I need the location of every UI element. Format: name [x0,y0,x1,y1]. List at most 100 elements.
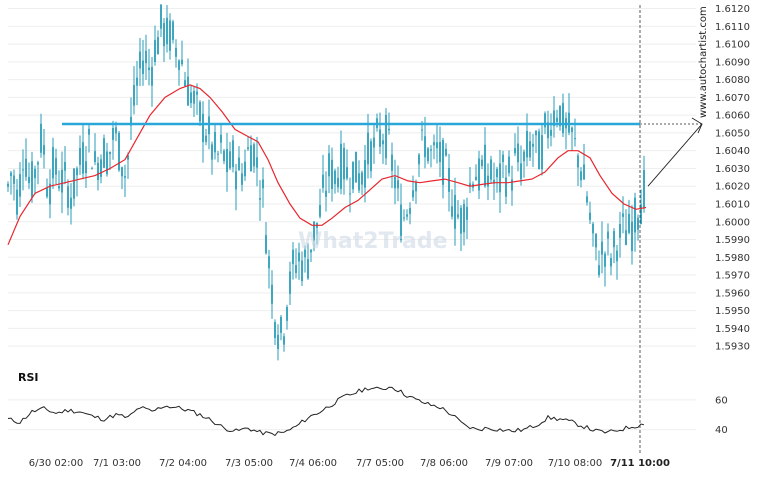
candle-body [151,66,153,86]
candle-body [553,110,555,127]
candle-body [286,306,288,321]
candle-body [433,142,435,146]
candle-body [103,138,105,168]
grid [8,8,696,347]
candle-body [223,150,225,162]
candle-body [493,179,495,184]
price-candles [7,4,645,361]
candle-body [613,231,615,248]
candle-body [436,142,438,149]
candle-body [118,132,120,171]
candle-body [133,85,135,106]
candle-body [172,21,174,40]
candle-body [70,197,72,209]
x-tick-label: 7/1 03:00 [93,458,141,469]
candle-body [94,151,96,163]
candle-body [490,159,492,180]
candle-body [148,67,150,70]
candle-body [514,148,516,154]
candle-body [385,114,387,159]
candle-body [310,249,312,253]
candle-body [82,142,84,174]
candle-body [106,151,108,175]
y-tick-label: 1.5930 [715,342,750,353]
candle-body [13,175,15,184]
candle-body [337,177,339,188]
candle-body [589,212,591,221]
candle-body [277,334,279,350]
candle-body [121,167,123,177]
rsi-line [7,386,645,437]
candle-body [196,91,198,95]
candle-body [181,59,183,65]
candle-body [373,137,375,148]
candle-body [322,174,324,188]
y-tick-label: 1.6120 [715,4,750,15]
candle-body [604,253,606,267]
candle-body [496,168,498,178]
candle-body [487,175,489,187]
x-axis-ticks: 6/30 02:00 7/1 03:00 7/2 04:00 7/3 05:00 7/4… [29,458,670,469]
y-tick-label: 1.6020 [715,182,750,193]
candle-body [421,129,423,131]
candle-body [586,196,588,203]
candle-body [91,168,93,170]
source-url: www.autochartist.com [698,6,709,118]
candle-body [28,176,30,184]
x-tick-label: 7/11 10:00 [610,458,670,469]
candle-body [370,141,372,172]
candle-body [10,172,12,176]
candle-body [265,235,267,254]
candle-body [640,204,642,225]
candle-body [475,176,477,181]
candle-body [304,249,306,258]
candle-body [142,60,144,75]
candle-body [415,181,417,192]
candle-body [538,131,540,170]
candle-body [130,116,132,126]
candle-body [382,140,384,145]
candle-body [358,173,360,191]
y-axis-ticks: 1.6120 1.6110 1.6100 1.6090 1.6080 1.6070 1.60… [715,4,750,353]
candle-body [541,135,543,170]
candle-body [190,92,192,104]
candle-body [124,176,126,178]
candle-body [520,163,522,180]
candle-body [16,189,18,215]
y-tick-label: 1.6030 [715,164,750,175]
candle-body [184,80,186,86]
y-tick-label: 1.5950 [715,306,750,317]
moving-average-line [7,84,647,246]
candle-body [274,322,276,338]
candle-body [523,151,525,162]
candle-body [622,213,624,217]
y-tick-label: 1.6090 [715,57,750,68]
candle-body [550,129,552,136]
candle-body [250,145,252,172]
rsi-axis-ticks: 60 40 [8,395,728,436]
candle-body [412,190,414,198]
candle-body [505,177,507,197]
candle-body [328,153,330,177]
candle-body [55,158,57,175]
candle-body [283,336,285,345]
candle-body [292,249,294,264]
candle-body [526,131,528,158]
candle-body [556,117,558,122]
candle-body [85,161,87,174]
candle-body [346,167,348,179]
candle-body [301,260,303,282]
y-tick-label: 1.6050 [715,128,750,139]
candle-body [34,168,36,179]
candle-body [256,157,258,168]
projection-arrowhead [691,117,703,134]
watermark: What2Trade [298,229,448,254]
candle-body [232,140,234,168]
candle-body [418,154,420,165]
candle-body [244,161,246,177]
candle-body [97,162,99,181]
candle-body [559,105,561,127]
candle-body [211,144,213,160]
